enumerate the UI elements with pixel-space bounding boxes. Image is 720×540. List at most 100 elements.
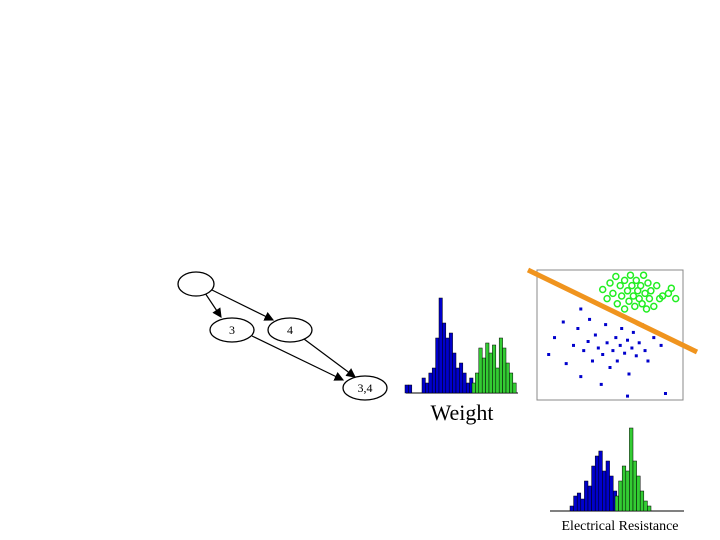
- point: [627, 372, 631, 376]
- point: [606, 279, 614, 287]
- bar: [605, 460, 610, 512]
- bar: [485, 342, 490, 394]
- bar: [587, 485, 592, 512]
- point: [636, 281, 645, 290]
- bar: [421, 377, 426, 394]
- point: [582, 349, 586, 353]
- bar: [459, 362, 464, 394]
- bar: [492, 344, 497, 394]
- point: [631, 302, 639, 311]
- bar: [591, 465, 596, 512]
- point: [561, 320, 565, 324]
- bar: [643, 500, 648, 512]
- point: [634, 354, 638, 358]
- point: [637, 341, 641, 345]
- point: [620, 305, 629, 313]
- axis-label: Weight: [431, 400, 494, 425]
- point: [586, 340, 590, 343]
- bar: [636, 475, 641, 512]
- bar: [442, 322, 447, 394]
- bar: [431, 367, 436, 394]
- bar: [512, 382, 517, 394]
- point: [639, 271, 648, 279]
- point: [598, 285, 607, 294]
- point: [659, 343, 663, 347]
- point: [667, 284, 676, 292]
- point: [629, 292, 638, 300]
- edge: [204, 292, 222, 318]
- point: [646, 359, 650, 363]
- bar: [625, 470, 630, 512]
- point: [612, 272, 620, 281]
- point: [593, 333, 597, 337]
- bar: [602, 470, 607, 512]
- bar: [498, 337, 503, 394]
- bar: [569, 505, 574, 512]
- point: [590, 359, 594, 363]
- bar: [478, 347, 483, 394]
- point: [623, 287, 632, 295]
- node-label: 3,4: [358, 381, 373, 395]
- bar: [621, 465, 627, 512]
- point: [632, 276, 641, 285]
- point: [599, 382, 603, 386]
- bar: [404, 384, 409, 394]
- bar: [448, 332, 453, 394]
- point: [652, 281, 661, 290]
- point: [644, 279, 652, 287]
- point: [615, 359, 619, 363]
- bar: [614, 495, 619, 512]
- bar: [509, 372, 514, 394]
- bar: [481, 357, 486, 394]
- bar: [609, 475, 614, 512]
- bar: [408, 384, 413, 394]
- edge: [303, 338, 356, 378]
- bar: [495, 367, 500, 394]
- point: [625, 297, 633, 305]
- point: [605, 341, 609, 345]
- bar: [502, 347, 507, 394]
- point: [650, 302, 658, 311]
- point: [596, 346, 600, 350]
- point: [620, 276, 629, 285]
- point: [628, 281, 636, 290]
- bar: [594, 455, 600, 512]
- point: [609, 289, 617, 298]
- bar: [452, 352, 457, 394]
- point: [572, 343, 575, 347]
- bar: [445, 337, 450, 394]
- bar: [428, 372, 433, 394]
- bar: [632, 460, 637, 512]
- bar: [639, 490, 645, 512]
- point: [642, 305, 651, 313]
- bar: [462, 372, 467, 394]
- point: [601, 353, 605, 356]
- bar: [576, 492, 582, 512]
- point: [620, 327, 624, 330]
- node-label: 4: [287, 323, 293, 337]
- bar: [475, 372, 480, 394]
- point: [579, 307, 583, 311]
- node-label: 3: [229, 323, 235, 337]
- point: [608, 366, 612, 369]
- graph: 3 4 3,4: [177, 271, 388, 401]
- point: [588, 317, 592, 321]
- bar: [647, 505, 652, 512]
- bar: [629, 427, 634, 512]
- point: [643, 349, 647, 353]
- node: [177, 271, 215, 297]
- axis-label: Electrical Resistance: [562, 519, 679, 534]
- point: [579, 375, 583, 379]
- bar: [618, 480, 623, 512]
- point: [604, 323, 608, 327]
- bar: [425, 382, 430, 394]
- point: [663, 392, 667, 395]
- point: [630, 346, 634, 350]
- point: [576, 327, 580, 330]
- point: [647, 287, 655, 295]
- point: [617, 292, 626, 300]
- point: [626, 271, 635, 279]
- point: [547, 353, 551, 356]
- point: [614, 336, 618, 340]
